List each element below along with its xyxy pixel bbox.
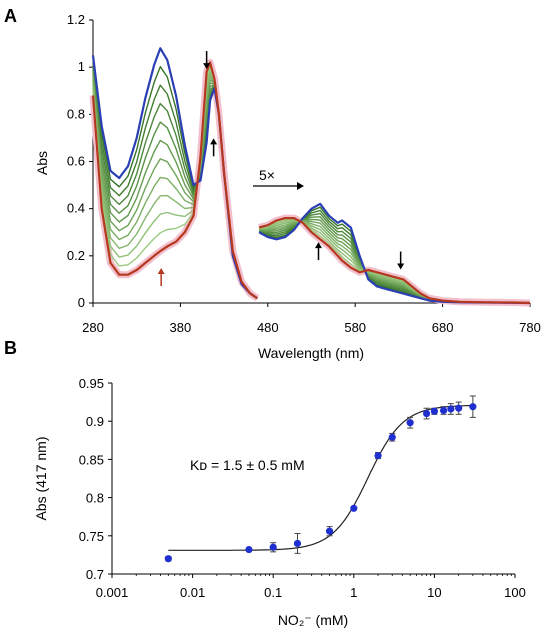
a-xtick-label: 780 — [519, 320, 541, 335]
a-change-arrow-head — [210, 138, 218, 145]
a-ytick-label: 1.2 — [67, 12, 85, 27]
b-xtick-label: 1 — [350, 585, 357, 600]
a-xtick-label: 280 — [82, 320, 104, 335]
a-xtick-label: 380 — [170, 320, 192, 335]
a-final-spectrum-uv — [91, 61, 258, 300]
panel-a-letter: A — [4, 6, 17, 26]
a-initial-spectrum-vis — [258, 202, 531, 305]
b-ytick-label: 0.95 — [79, 376, 104, 391]
b-data-point — [374, 451, 382, 460]
b-xtick-label: 10 — [427, 585, 441, 600]
b-data-point — [245, 545, 253, 554]
b-ytick-label: 0.8 — [86, 491, 104, 506]
b-x-axis-label: NO₂⁻ (mM) — [278, 612, 348, 628]
a-scale-annotation: 5× — [259, 167, 275, 183]
b-data-point — [325, 527, 334, 535]
a-xtick-label: 480 — [257, 320, 279, 335]
b-xtick-label: 100 — [504, 585, 526, 600]
b-data-point — [469, 403, 477, 411]
a-change-arrow-head — [397, 263, 405, 270]
a-intermediate-spectrum-uv — [92, 65, 258, 299]
a-y-axis-label: Abs — [34, 151, 50, 175]
a-scale-arrow-head — [297, 182, 304, 190]
a-xtick-label: 680 — [432, 320, 454, 335]
b-data-point — [406, 419, 414, 427]
b-xtick-label: 0.001 — [96, 585, 129, 600]
b-data-point — [430, 407, 438, 415]
b-data-point — [455, 404, 463, 412]
a-x-axis-label: Wavelength (nm) — [258, 345, 364, 361]
b-data-point — [447, 405, 455, 413]
b-xtick-label: 0.1 — [264, 585, 282, 600]
panel-a-spectra: 0 0.2 0.4 0.6 0.8 1 1.2 280 380 480 580 680 780 Abs Wa… — [34, 12, 541, 361]
b-data-point — [388, 433, 396, 441]
a-final-spectrum-vis — [258, 217, 531, 305]
panel-b-letter: B — [4, 338, 17, 358]
b-kd-annotation: Kᴅ = 1.5 ± 0.5 mM — [190, 457, 305, 473]
a-change-arrow-head — [157, 268, 165, 275]
a-ytick-label: 0 — [78, 295, 85, 310]
b-y-axis-label: Abs (417 nm) — [33, 436, 49, 520]
b-data-point — [293, 539, 302, 548]
a-ytick-label: 0.6 — [67, 154, 85, 169]
b-ytick-label: 0.75 — [79, 529, 104, 544]
a-ytick-label: 0.4 — [67, 201, 85, 216]
a-xtick-label: 580 — [344, 320, 366, 335]
a-ytick-label: 1 — [78, 59, 85, 74]
b-ytick-label: 0.85 — [79, 452, 104, 467]
panel-b-titration: 0.7 0.75 0.8 0.85 0.9 0.95 0.001 0.01 0.1 1 10 100 A… — [33, 376, 526, 628]
a-change-arrow-head — [203, 63, 211, 70]
a-ytick-label: 0.2 — [67, 248, 85, 263]
b-data-point — [350, 504, 358, 512]
b-data-point — [164, 555, 172, 563]
b-data-point — [422, 409, 431, 418]
a-change-arrow-head — [314, 242, 322, 249]
b-xtick-label: 0.01 — [180, 585, 205, 600]
b-ytick-label: 0.9 — [86, 414, 104, 429]
b-ytick-label: 0.7 — [86, 567, 104, 582]
a-ytick-label: 0.8 — [67, 106, 85, 121]
b-data-point — [439, 406, 448, 415]
b-fit-curve — [168, 404, 473, 551]
b-data-point — [269, 543, 277, 551]
